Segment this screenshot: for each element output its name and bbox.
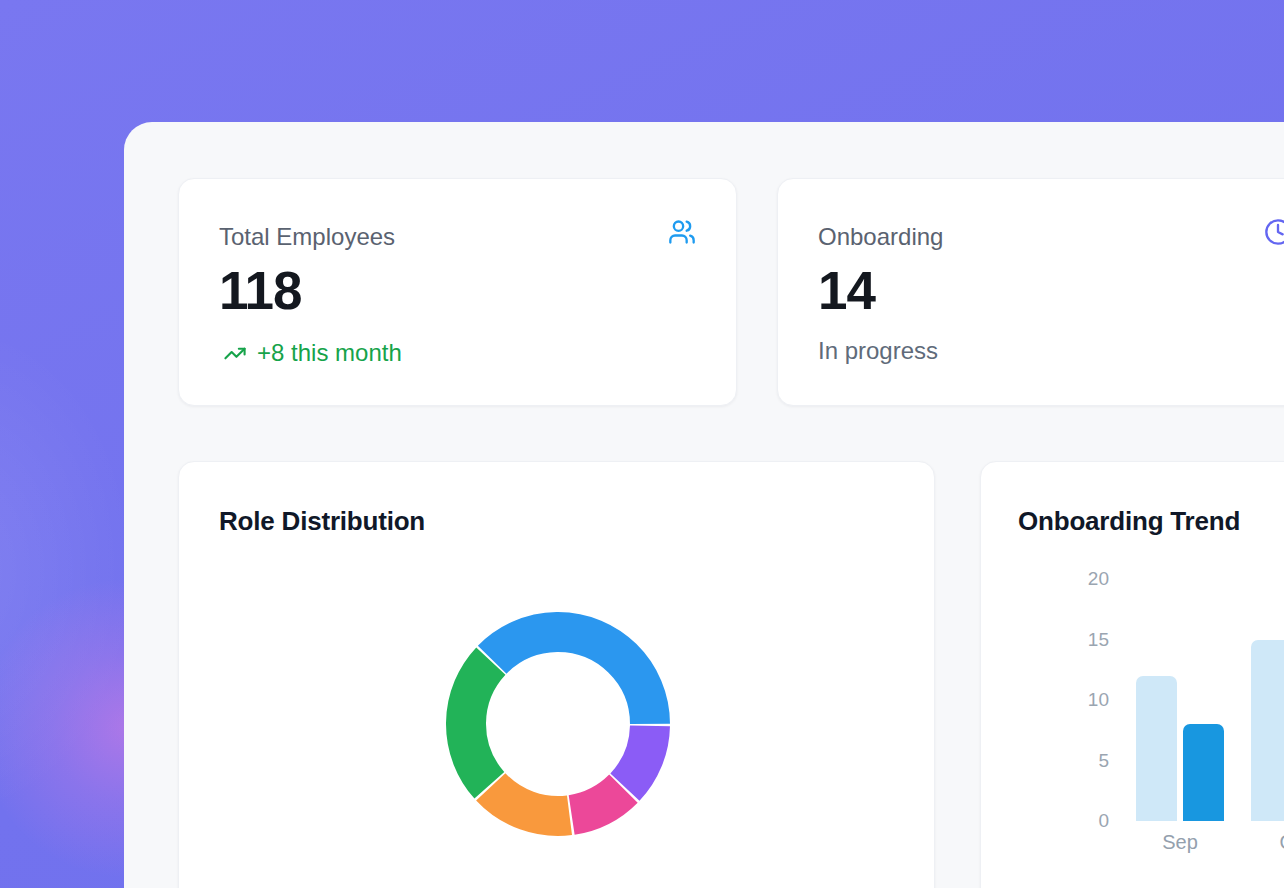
bar-sep-series-light <box>1136 676 1177 821</box>
chart-card-onboarding-trend: Onboarding Trend 20151050SepOct <box>980 461 1284 888</box>
stat-trend-text: +8 this month <box>257 339 402 367</box>
onboarding-trend-bar-chart: 20 15 10 5 0 Sep Oct <box>981 462 1284 888</box>
stat-trend: +8 this month <box>219 339 402 367</box>
clock-icon <box>1264 218 1284 246</box>
stat-label: Total Employees <box>219 223 395 252</box>
chart-title: Role Distribution <box>219 506 425 537</box>
y-axis-tick: 20 <box>1049 569 1109 589</box>
stat-card-onboarding: Onboarding 14 In progress <box>777 178 1284 406</box>
main-panel: Total Employees 118 +8 this month Onboar… <box>124 122 1284 888</box>
x-axis-label: Oct <box>1255 831 1284 853</box>
bar-sep-series-dark <box>1183 724 1224 821</box>
users-icon <box>668 218 696 246</box>
stat-label: Onboarding <box>818 223 943 252</box>
stat-card-total-employees: Total Employees 118 +8 this month <box>178 178 737 406</box>
y-axis-tick: 0 <box>1049 811 1109 831</box>
page: { "stat_cards": [ { "label": "Total Empl… <box>0 0 1284 888</box>
stat-subtext: In progress <box>818 337 938 366</box>
stat-value: 118 <box>219 264 302 317</box>
y-axis-tick: 15 <box>1049 630 1109 650</box>
x-axis-label: Sep <box>1140 831 1220 853</box>
stat-value: 14 <box>818 264 875 317</box>
chart-card-role-distribution: Role Distribution <box>178 461 935 888</box>
y-axis-tick: 10 <box>1049 690 1109 710</box>
y-axis-tick: 5 <box>1049 751 1109 771</box>
role-distribution-donut-chart <box>443 609 673 839</box>
bar-oct-series-light <box>1251 640 1284 822</box>
trending-up-icon <box>219 342 251 365</box>
